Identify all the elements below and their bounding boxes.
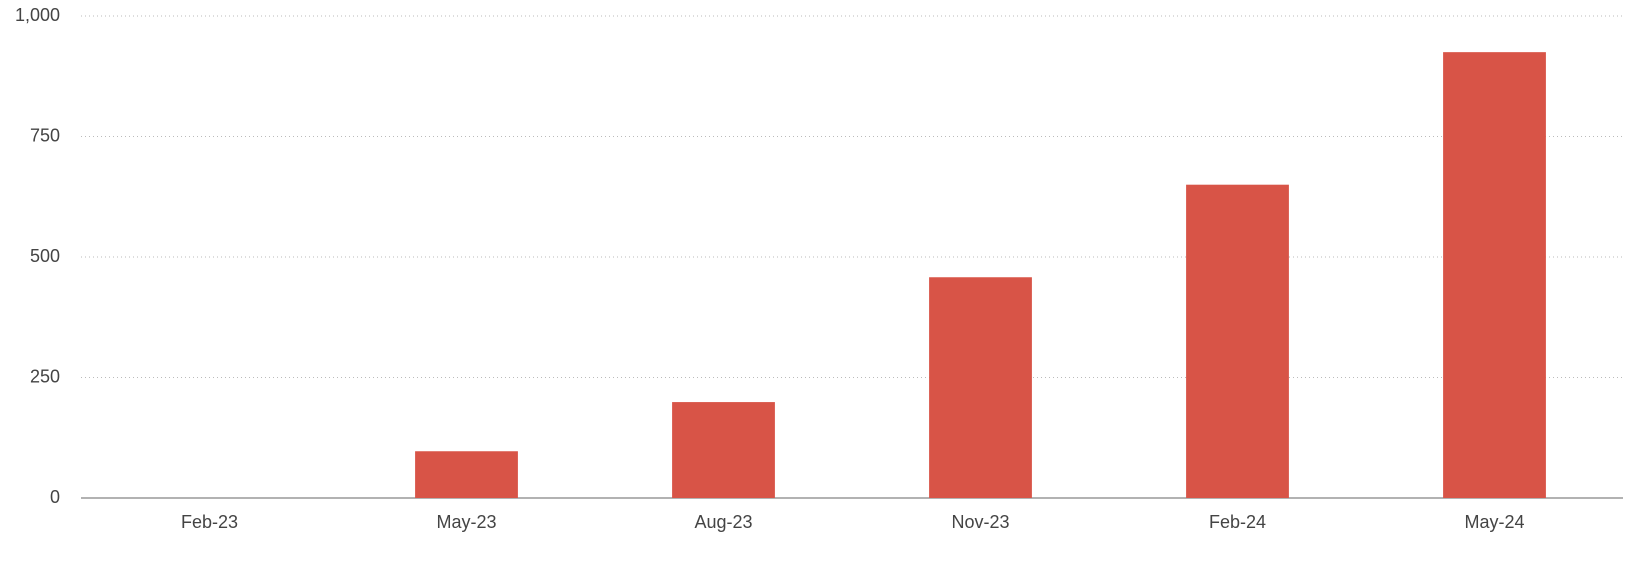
bar (672, 402, 775, 498)
x-tick-label: Feb-23 (181, 512, 238, 532)
y-tick-label: 750 (30, 125, 60, 145)
y-tick-label: 1,000 (15, 5, 60, 25)
x-tick-label: Nov-23 (951, 512, 1009, 532)
x-tick-label: May-24 (1464, 512, 1524, 532)
bar (1186, 184, 1289, 498)
y-tick-label: 500 (30, 246, 60, 266)
bar (1443, 52, 1546, 499)
bar (929, 277, 1032, 498)
x-tick-label: Feb-24 (1209, 512, 1266, 532)
x-tick-label: Aug-23 (694, 512, 752, 532)
y-tick-label: 0 (50, 487, 60, 507)
bar (415, 451, 518, 498)
x-tick-label: May-23 (436, 512, 496, 532)
y-tick-label: 250 (30, 366, 60, 386)
